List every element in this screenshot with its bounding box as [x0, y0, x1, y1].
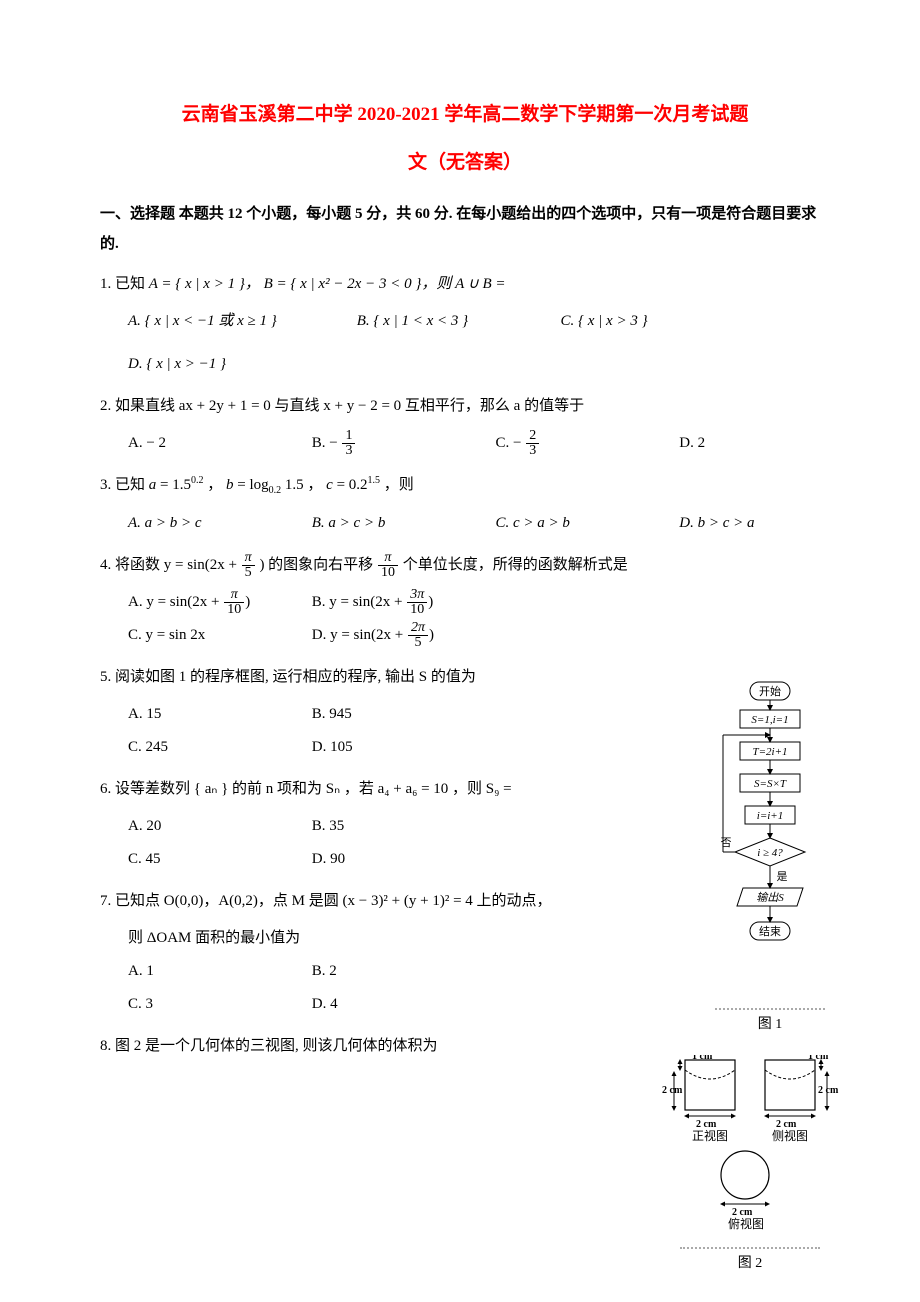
q7-opt-c: C. 3 — [128, 988, 308, 1021]
q4-optb-prefix: B. y = sin(2x + — [312, 586, 403, 619]
fc-t: T=2i+1 — [752, 746, 787, 758]
q5-opt-d: D. 105 — [312, 731, 492, 764]
tv-dim1b: 1 cm — [808, 1055, 829, 1062]
q2-opt-d: D. 2 — [679, 427, 705, 460]
q3-opt-b: B. a > c > b — [312, 507, 492, 540]
q1-set-a: A = { x | x > 1 }， — [149, 276, 264, 292]
q6-opt-c: C. 45 — [128, 843, 308, 876]
q4-optd-d: 5 — [408, 636, 428, 650]
q4-prefix: 4. 将函数 y = sin(2x + — [100, 557, 241, 573]
flowchart-svg: 开始 S=1,i=1 T=2i+1 S=S×T i=i+1 — [715, 680, 825, 1000]
tv-dim1a: 1 cm — [692, 1055, 713, 1062]
q2-opt-a: A. − 2 — [128, 427, 308, 460]
q2-optb-prefix: B. − — [312, 427, 338, 460]
page-title: 云南省玉溪第二中学 2020-2021 学年高二数学下学期第一次月考试题 — [100, 100, 830, 130]
fc-init: S=1,i=1 — [751, 714, 788, 726]
fc-cond: i ≥ 4? — [757, 847, 783, 859]
q2-fracb-n: 1 — [342, 429, 355, 444]
figure-2-caption: 图 2 — [660, 1253, 840, 1275]
q4-optb-d: 10 — [407, 603, 427, 617]
q1-opt-c: C. { x | x > 3 } — [561, 305, 648, 338]
q4-optd-n: 2π — [408, 621, 428, 636]
q1-opt-b: B. { x | 1 < x < 3 } — [357, 305, 557, 338]
fc-yes: 是 — [777, 870, 788, 883]
tv-front-label: 正视图 — [692, 1128, 728, 1143]
tv-dim2a: 2 cm — [662, 1085, 683, 1096]
figure-1-caption: 图 1 — [715, 1014, 825, 1036]
q1-opt-d: D. { x | x > −1 } — [128, 348, 226, 381]
tv-side-label: 侧视图 — [772, 1128, 808, 1143]
q1-set-b: B = { x | x² − 2x − 3 < 0 }，则 A ∪ B = — [264, 276, 506, 292]
fc-out: 输出S — [756, 891, 784, 904]
q4-optb-n: 3π — [407, 588, 427, 603]
q4-f1n: π — [242, 551, 255, 566]
q4-opt-a: A. y = sin(2x + π10) — [128, 586, 308, 619]
q4-opta-n: π — [224, 588, 244, 603]
q6-opt-b: B. 35 — [312, 810, 492, 843]
q2-fracc-n: 2 — [526, 429, 539, 444]
q6-opt-d: D. 90 — [312, 843, 492, 876]
q4-opta-prefix: A. y = sin(2x + — [128, 586, 220, 619]
figure-2-three-view: 1 cm 2 cm 2 cm 正视图 1 cm 2 cm — [660, 1055, 840, 1275]
q3-opt-c: C. c > a > b — [496, 507, 676, 540]
q7-opt-d: D. 4 — [312, 988, 492, 1021]
three-view-svg: 1 cm 2 cm 2 cm 正视图 1 cm 2 cm — [660, 1055, 840, 1245]
q4-f1d: 5 — [242, 566, 255, 580]
q5-opt-c: C. 245 — [128, 731, 308, 764]
question-2: 2. 如果直线 ax + 2y + 1 = 0 与直线 x + y − 2 = … — [100, 391, 830, 421]
q4-suffix: 个单位长度，所得的函数解析式是 — [403, 557, 628, 573]
q3-options: A. a > b > c B. a > c > b C. c > a > b D… — [128, 507, 830, 540]
q4-opt-d: D. y = sin(2x + 2π5) — [312, 619, 492, 652]
q4-opt-c: C. y = sin 2x — [128, 619, 308, 652]
q2-fracb-d: 3 — [342, 444, 355, 458]
q1-opt-a: A. { x | x < −1 或 x ≥ 1 } — [128, 305, 353, 338]
q4-mid: ) 的图象向右平移 — [259, 557, 377, 573]
q7-opt-b: B. 2 — [312, 955, 492, 988]
question-4: 4. 将函数 y = sin(2x + π5 ) 的图象向右平移 π10 个单位… — [100, 550, 830, 580]
q2-opt-c: C. − 23 — [496, 427, 676, 460]
tv-dim2c: 2 cm — [818, 1085, 839, 1096]
tv-top-label: 俯视图 — [728, 1216, 764, 1231]
q5-opt-b: B. 945 — [312, 698, 492, 731]
q7-opt-a: A. 1 — [128, 955, 308, 988]
q4-opt-b: B. y = sin(2x + 3π10) — [312, 586, 492, 619]
q5-opt-a: A. 15 — [128, 698, 308, 731]
section-heading: 一、选择题 本题共 12 个小题，每小题 5 分，共 60 分. 在每小题给出的… — [100, 199, 830, 259]
figure-1-flowchart: 开始 S=1,i=1 T=2i+1 S=S×T i=i+1 — [715, 680, 825, 1036]
q1-options: A. { x | x < −1 或 x ≥ 1 } B. { x | 1 < x… — [128, 305, 830, 381]
q2-optc-prefix: C. − — [496, 427, 522, 460]
q4-opta-d: 10 — [224, 603, 244, 617]
q3-opt-d: D. b > c > a — [679, 507, 754, 540]
fc-inc: i=i+1 — [757, 810, 783, 822]
q2-opt-b: B. − 13 — [312, 427, 492, 460]
q1-stem-prefix: 1. 已知 — [100, 276, 149, 292]
fc-end: 结束 — [759, 925, 781, 938]
q2-options: A. − 2 B. − 13 C. − 23 D. 2 — [128, 427, 830, 460]
question-3: 3. 已知 a = 1.50.2 ， b = log0.2 1.5 ， c = … — [100, 470, 830, 501]
fc-s: S=S×T — [754, 778, 787, 790]
q6-opt-a: A. 20 — [128, 810, 308, 843]
q4-optd-prefix: D. y = sin(2x + — [312, 619, 404, 652]
q4-f2n: π — [378, 551, 398, 566]
q4-options: A. y = sin(2x + π10) B. y = sin(2x + 3π1… — [128, 586, 830, 652]
q3-opt-a: A. a > b > c — [128, 507, 308, 540]
question-1: 1. 已知 A = { x | x > 1 }， B = { x | x² − … — [100, 269, 830, 299]
fc-start: 开始 — [759, 684, 781, 698]
page-subtitle: 文（无答案） — [100, 148, 830, 178]
q4-f2d: 10 — [378, 566, 398, 580]
fc-no: 否 — [721, 837, 732, 849]
q2-fracc-d: 3 — [526, 444, 539, 458]
